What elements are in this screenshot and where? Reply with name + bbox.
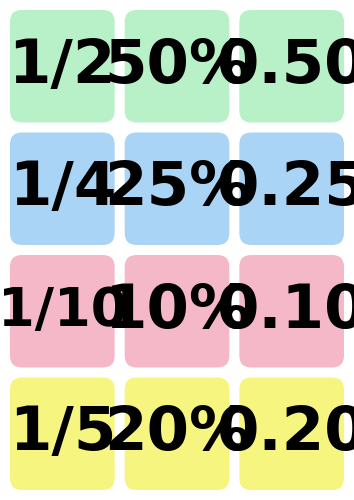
Text: 25%: 25%	[104, 159, 250, 218]
Text: 1/4: 1/4	[8, 159, 116, 218]
Text: 0.10: 0.10	[216, 282, 354, 341]
Text: 50%: 50%	[104, 37, 250, 96]
FancyBboxPatch shape	[239, 132, 344, 245]
FancyBboxPatch shape	[125, 132, 229, 245]
FancyBboxPatch shape	[239, 255, 344, 368]
Text: 1/5: 1/5	[8, 404, 116, 463]
FancyBboxPatch shape	[239, 378, 344, 490]
FancyBboxPatch shape	[125, 10, 229, 122]
FancyBboxPatch shape	[10, 255, 115, 368]
FancyBboxPatch shape	[239, 10, 344, 122]
FancyBboxPatch shape	[125, 255, 229, 368]
Text: 10%: 10%	[104, 282, 250, 341]
FancyBboxPatch shape	[125, 378, 229, 490]
Text: 0.20: 0.20	[216, 404, 354, 463]
Text: 0.50: 0.50	[216, 37, 354, 96]
FancyBboxPatch shape	[10, 378, 115, 490]
Text: 20%: 20%	[104, 404, 250, 463]
FancyBboxPatch shape	[10, 10, 115, 122]
Text: 1/10: 1/10	[0, 285, 127, 337]
Text: 1/2: 1/2	[8, 37, 116, 96]
Text: 0.25: 0.25	[216, 159, 354, 218]
FancyBboxPatch shape	[10, 132, 115, 245]
